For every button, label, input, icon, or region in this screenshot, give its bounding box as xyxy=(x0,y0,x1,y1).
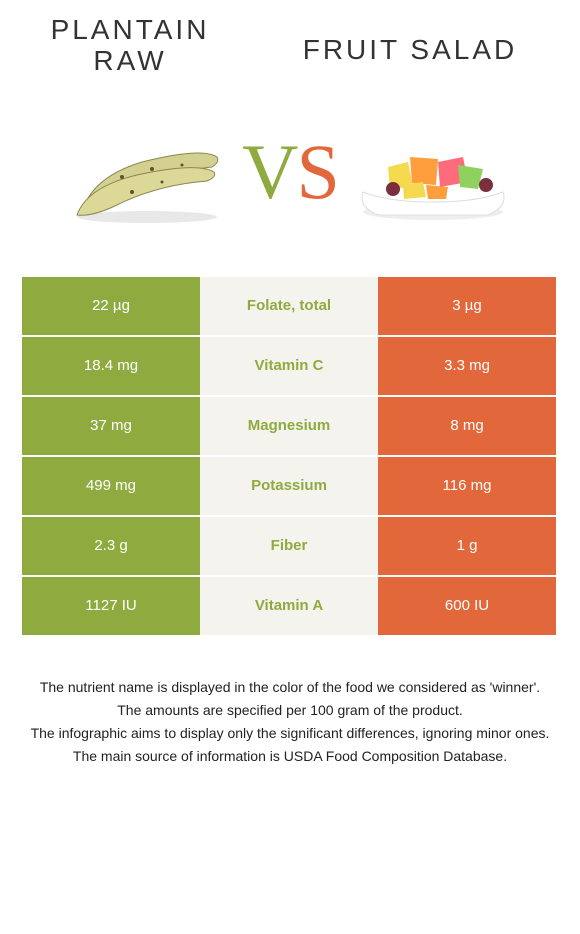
right-value: 3.3 mg xyxy=(378,337,556,395)
footer-line-2: The amounts are specified per 100 gram o… xyxy=(20,700,560,721)
nutrient-label: Magnesium xyxy=(200,397,378,455)
left-value: 18.4 mg xyxy=(22,337,200,395)
footer-notes: The nutrient name is displayed in the co… xyxy=(0,637,580,767)
title-fruit-salad: FRUIT SALAD xyxy=(270,35,550,66)
header-left-title: PLANTAIN RAW xyxy=(30,15,230,77)
nutrient-label: Potassium xyxy=(200,457,378,515)
table-row: 22 µgFolate, total3 µg xyxy=(22,277,558,337)
footer-line-4: The main source of information is USDA F… xyxy=(20,746,560,767)
header-right-title: FRUIT SALAD xyxy=(270,15,550,77)
vs-label: VS xyxy=(242,127,338,217)
table-row: 499 mgPotassium116 mg xyxy=(22,457,558,517)
left-value: 22 µg xyxy=(22,277,200,335)
table-row: 2.3 gFiber1 g xyxy=(22,517,558,577)
fruit-salad-image xyxy=(348,107,518,237)
header: PLANTAIN RAW FRUIT SALAD xyxy=(0,0,580,77)
title-plantain-line1: PLANTAIN xyxy=(30,15,230,46)
nutrient-label: Vitamin C xyxy=(200,337,378,395)
right-value: 8 mg xyxy=(378,397,556,455)
right-value: 116 mg xyxy=(378,457,556,515)
vs-v: V xyxy=(242,128,296,215)
footer-line-1: The nutrient name is displayed in the co… xyxy=(20,677,560,698)
table-row: 37 mgMagnesium8 mg xyxy=(22,397,558,457)
right-value: 1 g xyxy=(378,517,556,575)
right-value: 600 IU xyxy=(378,577,556,635)
table-row: 1127 IUVitamin A600 IU xyxy=(22,577,558,637)
nutrient-table: 22 µgFolate, total3 µg18.4 mgVitamin C3.… xyxy=(22,277,558,637)
nutrient-label: Fiber xyxy=(200,517,378,575)
right-value: 3 µg xyxy=(378,277,556,335)
nutrient-label: Folate, total xyxy=(200,277,378,335)
nutrient-label: Vitamin A xyxy=(200,577,378,635)
footer-line-3: The infographic aims to display only the… xyxy=(20,723,560,744)
left-value: 499 mg xyxy=(22,457,200,515)
vs-row: VS xyxy=(0,77,580,277)
left-value: 1127 IU xyxy=(22,577,200,635)
left-value: 2.3 g xyxy=(22,517,200,575)
plantain-image xyxy=(62,107,232,237)
title-plantain-line2: RAW xyxy=(30,46,230,77)
table-row: 18.4 mgVitamin C3.3 mg xyxy=(22,337,558,397)
vs-s: S xyxy=(296,128,337,215)
left-value: 37 mg xyxy=(22,397,200,455)
